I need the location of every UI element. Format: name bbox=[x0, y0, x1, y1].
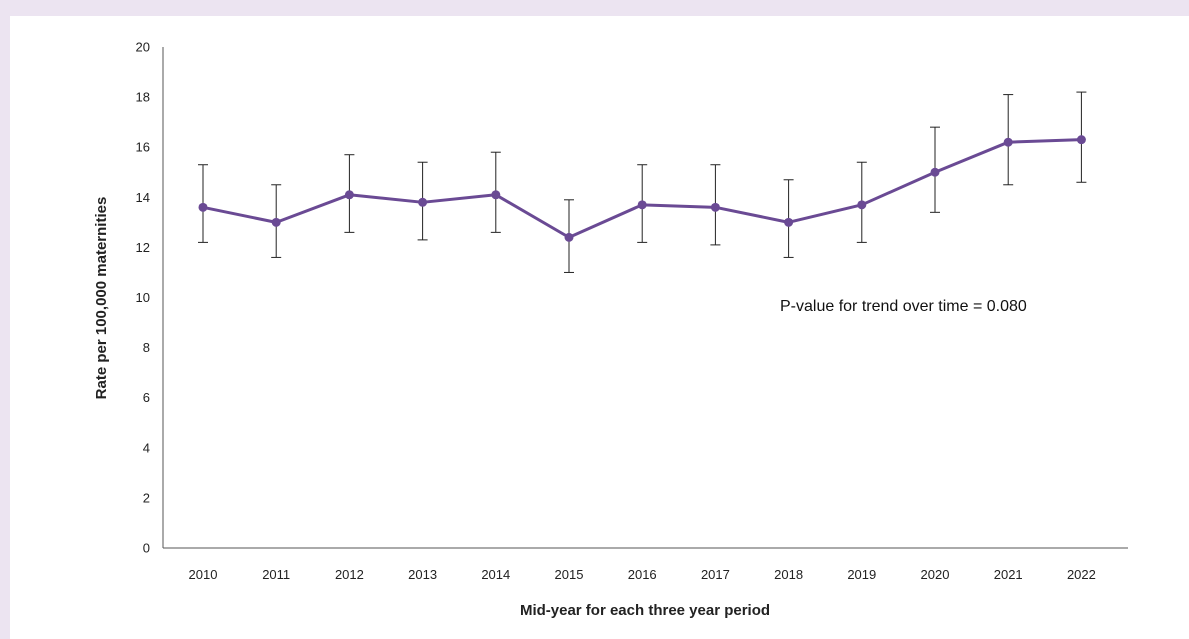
data-point bbox=[198, 202, 208, 212]
x-tick-label: 2022 bbox=[1067, 567, 1096, 582]
y-axis-title: Rate per 100,000 maternities bbox=[93, 197, 110, 400]
data-point bbox=[344, 190, 354, 200]
y-tick-label: 20 bbox=[136, 40, 150, 55]
error-bars bbox=[198, 91, 1087, 273]
x-tick-label: 2014 bbox=[481, 567, 510, 582]
x-tick-label: 2011 bbox=[262, 567, 290, 582]
y-tick-label: 12 bbox=[136, 240, 150, 255]
y-tick-label: 8 bbox=[143, 340, 150, 355]
data-point bbox=[491, 190, 501, 200]
x-tick-label: 2021 bbox=[994, 567, 1023, 582]
y-tick-label: 2 bbox=[143, 490, 150, 505]
y-tick-label: 16 bbox=[136, 140, 150, 155]
data-point bbox=[930, 167, 940, 177]
data-point bbox=[418, 197, 428, 207]
axes bbox=[162, 47, 1128, 549]
x-tick-label: 2016 bbox=[628, 567, 657, 582]
data-point bbox=[784, 217, 794, 227]
x-tick-label: 2015 bbox=[555, 567, 584, 582]
chart-panel bbox=[10, 16, 1189, 639]
data-point bbox=[1003, 137, 1013, 147]
data-point bbox=[564, 232, 574, 242]
x-axis-title: Mid-year for each three year period bbox=[520, 602, 770, 619]
x-tick-labels: 2010 2011 2012 2013 2014 2015 2016 2017 2018 2019… bbox=[189, 567, 1096, 582]
data-point bbox=[857, 200, 867, 210]
data-points bbox=[198, 135, 1086, 242]
x-tick-label: 2017 bbox=[701, 567, 730, 582]
x-tick-label: 2019 bbox=[847, 567, 876, 582]
y-tick-label: 0 bbox=[143, 541, 150, 556]
y-tick-label: 14 bbox=[136, 190, 150, 205]
y-tick-label: 6 bbox=[143, 390, 150, 405]
trend-annotation: P-value for trend over time = 0.080 bbox=[780, 298, 1027, 315]
data-point bbox=[637, 200, 647, 210]
y-tick-label: 10 bbox=[136, 290, 150, 305]
data-point bbox=[1076, 135, 1086, 145]
y-tick-label: 4 bbox=[143, 440, 150, 455]
x-tick-label: 2020 bbox=[921, 567, 950, 582]
y-tick-labels: 0 2 4 6 8 10 12 14 16 18 20 bbox=[136, 40, 150, 556]
x-tick-label: 2012 bbox=[335, 567, 364, 582]
data-point bbox=[271, 217, 281, 227]
x-tick-label: 2018 bbox=[774, 567, 803, 582]
x-tick-label: 2013 bbox=[408, 567, 437, 582]
y-tick-label: 18 bbox=[136, 90, 150, 105]
x-tick-label: 2010 bbox=[189, 567, 218, 582]
data-point bbox=[710, 202, 720, 212]
